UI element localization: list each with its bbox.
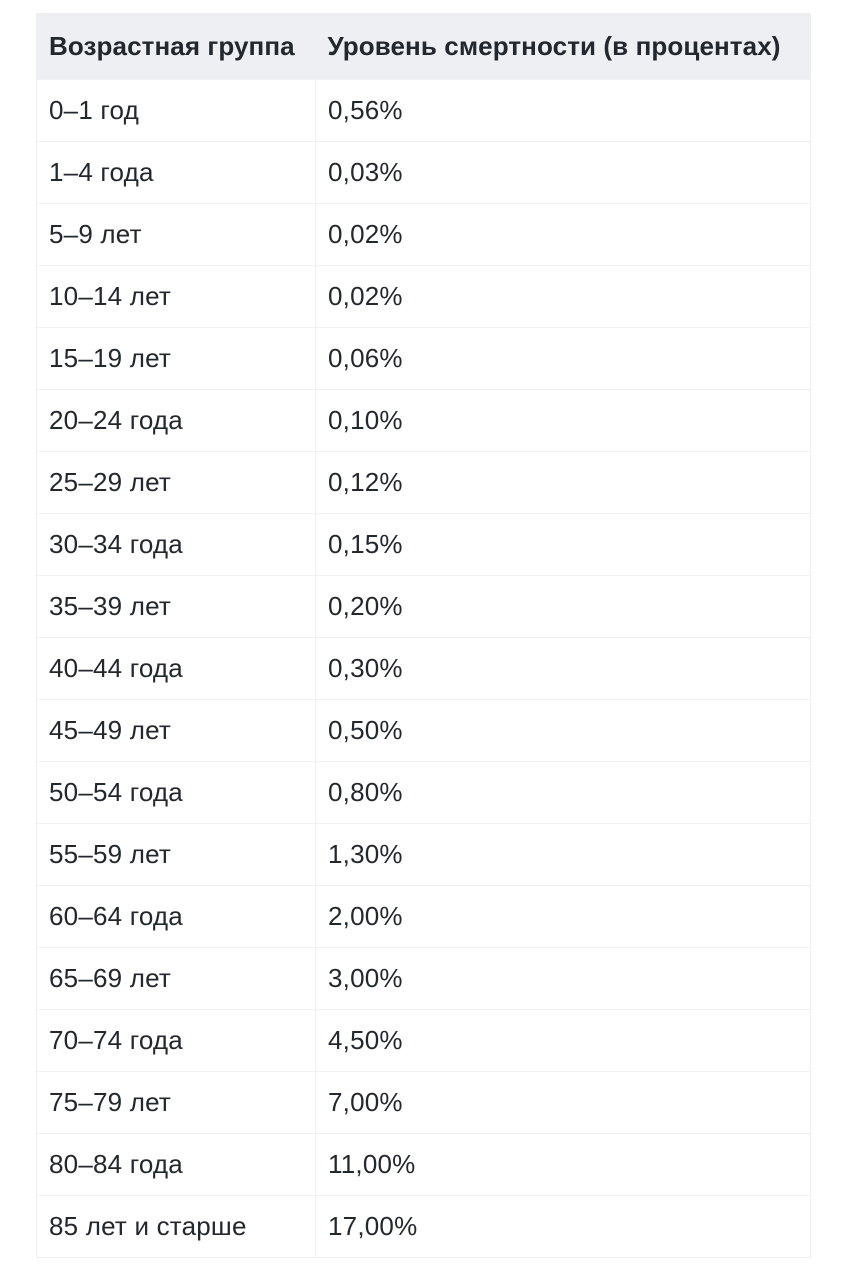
mortality-rate-cell: 2,00%	[315, 885, 811, 948]
table-row: 35–39 лет 0,20%	[36, 575, 811, 638]
mortality-rate-cell: 0,03%	[315, 141, 811, 204]
table-row: 50–54 года 0,80%	[36, 761, 811, 824]
age-group-cell: 70–74 года	[36, 1009, 316, 1072]
age-group-cell: 15–19 лет	[36, 327, 316, 390]
table-row: 30–34 года 0,15%	[36, 513, 811, 576]
mortality-rate-cell: 0,50%	[315, 699, 811, 762]
mortality-rate-cell: 0,56%	[315, 79, 811, 142]
mortality-rate-cell: 0,15%	[315, 513, 811, 576]
table-row: 70–74 года 4,50%	[36, 1009, 811, 1072]
age-group-cell: 35–39 лет	[36, 575, 316, 638]
age-group-cell: 40–44 года	[36, 637, 316, 700]
mortality-rate-cell: 1,30%	[315, 823, 811, 886]
column-header-age-group: Возрастная группа	[36, 13, 316, 80]
table-row: 55–59 лет 1,30%	[36, 823, 811, 886]
age-group-cell: 55–59 лет	[36, 823, 316, 886]
mortality-rate-cell: 7,00%	[315, 1071, 811, 1134]
table-row: 10–14 лет 0,02%	[36, 265, 811, 328]
mortality-rate-cell: 11,00%	[315, 1133, 811, 1196]
mortality-rate-cell: 4,50%	[315, 1009, 811, 1072]
age-group-cell: 0–1 год	[36, 79, 316, 142]
age-group-cell: 75–79 лет	[36, 1071, 316, 1134]
table-row: 20–24 года 0,10%	[36, 389, 811, 452]
table-row: 40–44 года 0,30%	[36, 637, 811, 700]
mortality-rate-cell: 0,12%	[315, 451, 811, 514]
table-row: 80–84 года 11,00%	[36, 1133, 811, 1196]
age-group-cell: 85 лет и старше	[36, 1195, 316, 1258]
table-body: 0–1 год 0,56% 1–4 года 0,03% 5–9 лет 0,02% 10–…	[36, 79, 811, 1258]
mortality-rate-cell: 3,00%	[315, 947, 811, 1010]
age-group-cell: 5–9 лет	[36, 203, 316, 266]
mortality-rate-cell: 17,00%	[315, 1195, 811, 1258]
table-row: 85 лет и старше 17,00%	[36, 1195, 811, 1258]
mortality-table: Возрастная группа Уровень смертности (в …	[36, 13, 811, 1258]
age-group-cell: 50–54 года	[36, 761, 316, 824]
column-header-mortality-rate: Уровень смертности (в процентах)	[315, 13, 811, 80]
mortality-rate-cell: 0,80%	[315, 761, 811, 824]
table-row: 15–19 лет 0,06%	[36, 327, 811, 390]
table-header-row: Возрастная группа Уровень смертности (в …	[36, 13, 811, 80]
table-row: 5–9 лет 0,02%	[36, 203, 811, 266]
table-row: 60–64 года 2,00%	[36, 885, 811, 948]
mortality-rate-cell: 0,20%	[315, 575, 811, 638]
age-group-cell: 25–29 лет	[36, 451, 316, 514]
table-row: 65–69 лет 3,00%	[36, 947, 811, 1010]
mortality-rate-cell: 0,02%	[315, 203, 811, 266]
age-group-cell: 45–49 лет	[36, 699, 316, 762]
age-group-cell: 10–14 лет	[36, 265, 316, 328]
mortality-rate-cell: 0,02%	[315, 265, 811, 328]
age-group-cell: 30–34 года	[36, 513, 316, 576]
age-group-cell: 65–69 лет	[36, 947, 316, 1010]
age-group-cell: 80–84 года	[36, 1133, 316, 1196]
table-row: 45–49 лет 0,50%	[36, 699, 811, 762]
age-group-cell: 1–4 года	[36, 141, 316, 204]
mortality-rate-cell: 0,30%	[315, 637, 811, 700]
mortality-rate-cell: 0,10%	[315, 389, 811, 452]
age-group-cell: 20–24 года	[36, 389, 316, 452]
table-row: 1–4 года 0,03%	[36, 141, 811, 204]
age-group-cell: 60–64 года	[36, 885, 316, 948]
mortality-rate-cell: 0,06%	[315, 327, 811, 390]
table-row: 75–79 лет 7,00%	[36, 1071, 811, 1134]
table-row: 25–29 лет 0,12%	[36, 451, 811, 514]
table-row: 0–1 год 0,56%	[36, 79, 811, 142]
